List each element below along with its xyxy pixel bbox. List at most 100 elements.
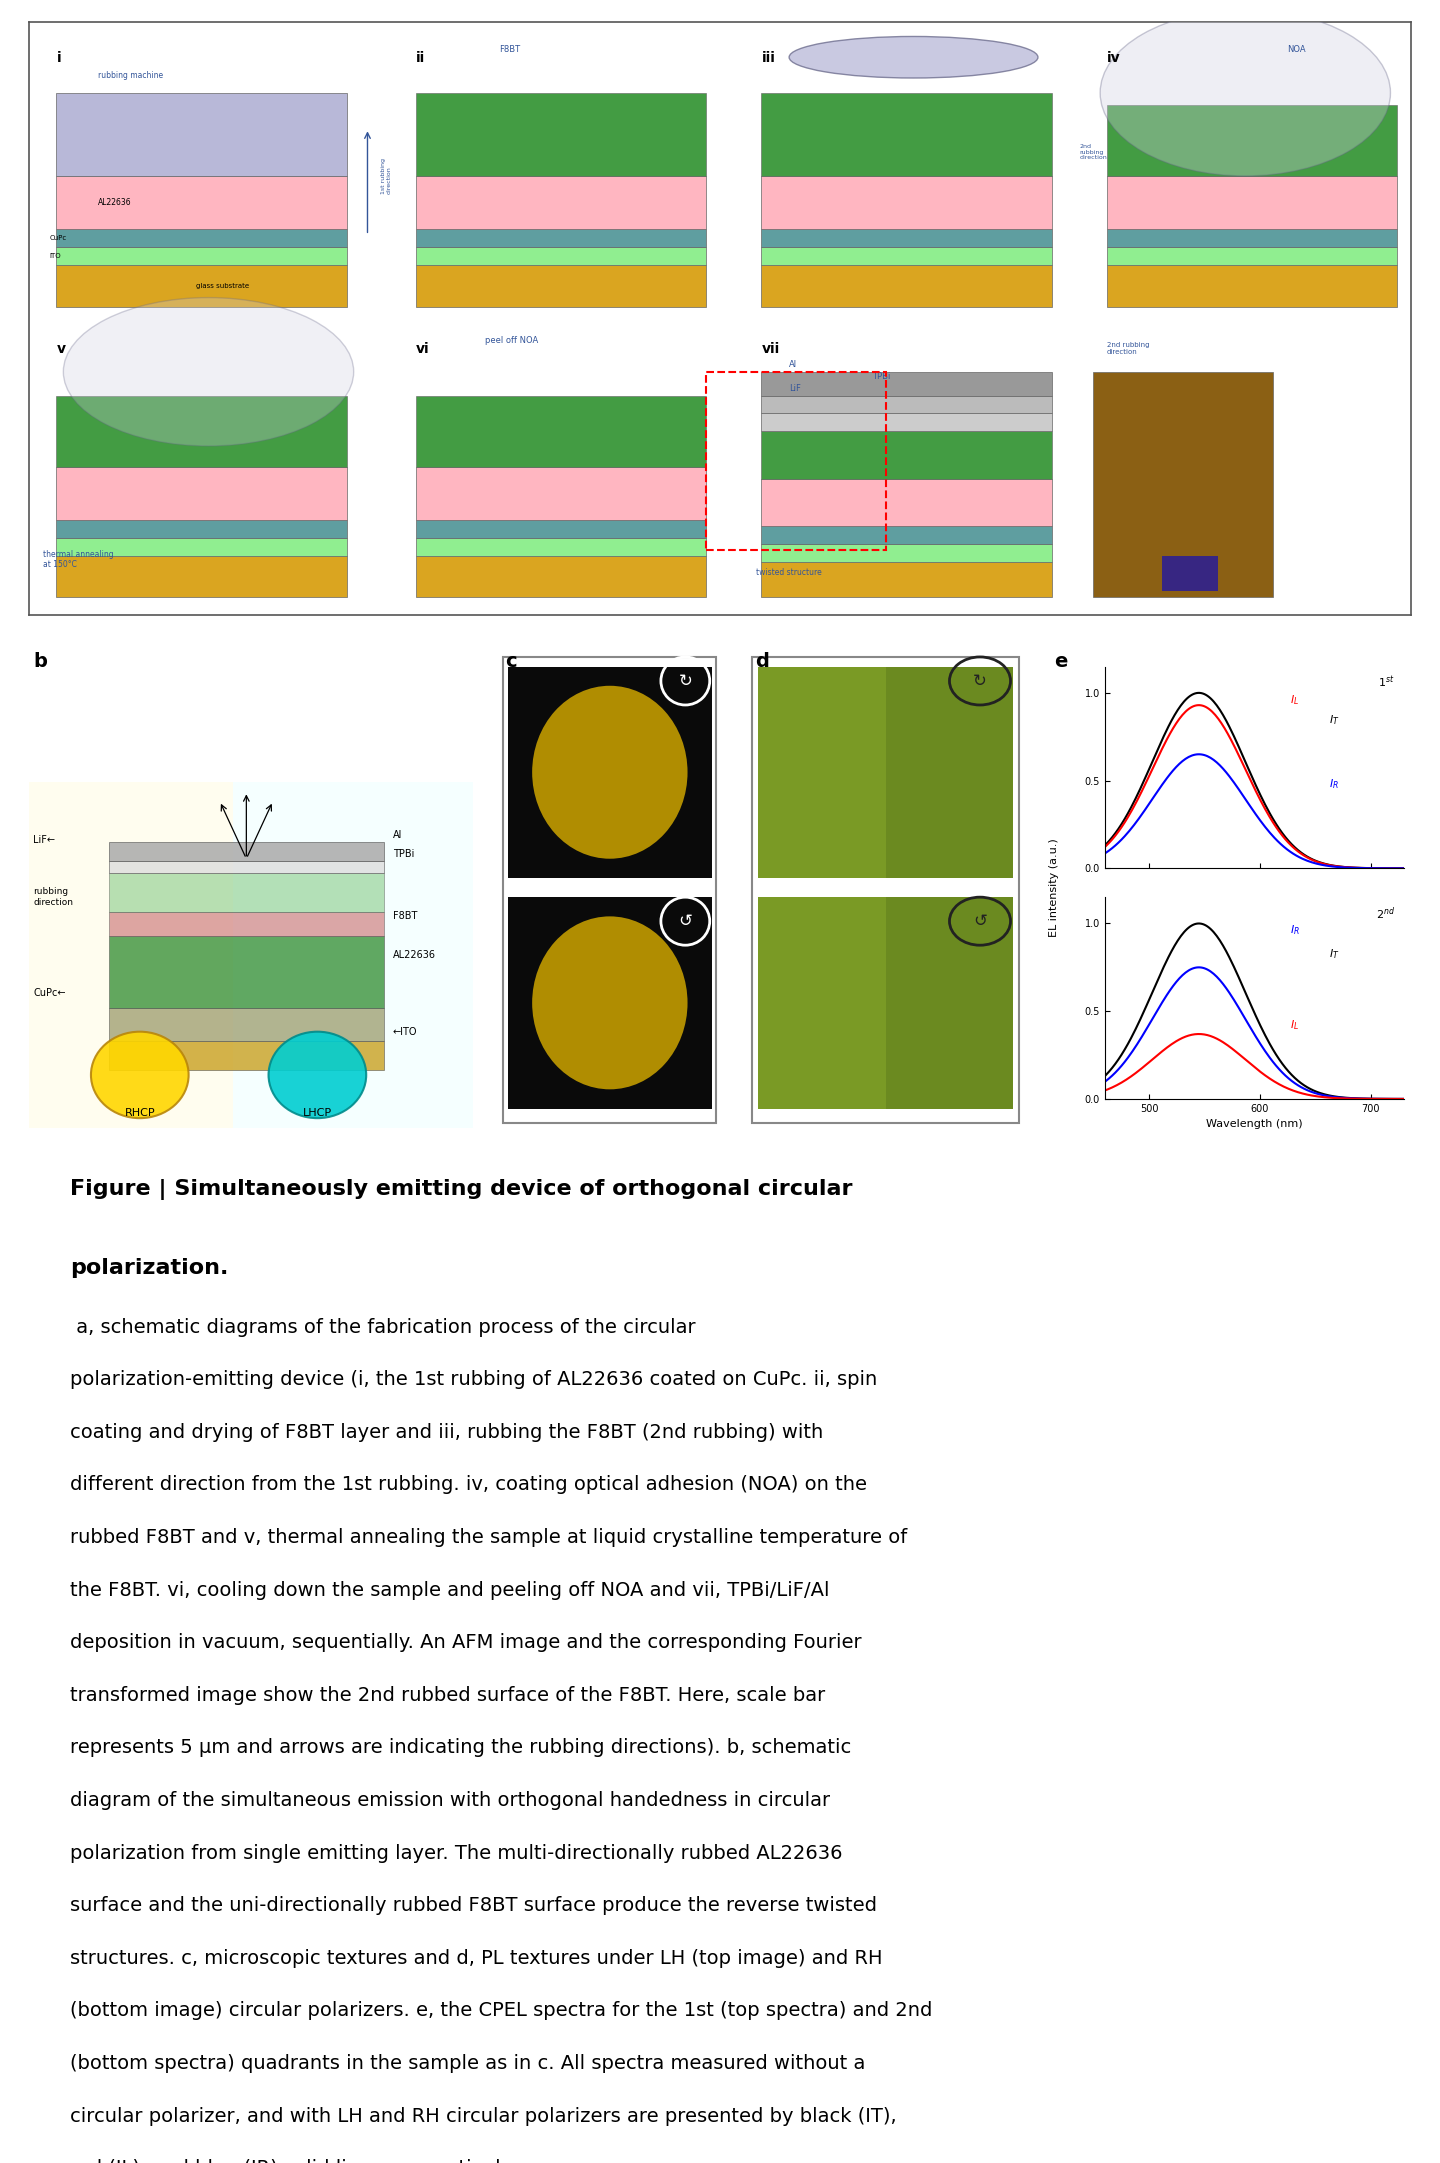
Text: F8BT: F8BT bbox=[498, 45, 520, 54]
Text: polarization.: polarization. bbox=[71, 1259, 229, 1278]
Bar bbox=[416, 467, 706, 519]
Bar bbox=[108, 1008, 384, 1040]
Bar bbox=[1107, 229, 1397, 247]
Bar bbox=[233, 781, 472, 1127]
Bar bbox=[1093, 372, 1273, 597]
Text: RHCP: RHCP bbox=[124, 1107, 156, 1118]
Bar bbox=[56, 229, 347, 247]
Text: coating and drying of F8BT layer and iii, rubbing the F8BT (2nd rubbing) with: coating and drying of F8BT layer and iii… bbox=[71, 1423, 824, 1443]
Text: rubbing
direction: rubbing direction bbox=[33, 887, 73, 906]
Text: polarization-emitting device (i, the 1st rubbing of AL22636 coated on CuPc. ii, : polarization-emitting device (i, the 1st… bbox=[71, 1369, 877, 1389]
Bar bbox=[762, 229, 1051, 247]
Text: red (IL), and blue (IR) solid lines, respectively.: red (IL), and blue (IR) solid lines, res… bbox=[71, 2159, 516, 2163]
Text: LiF←: LiF← bbox=[33, 835, 55, 844]
Text: v: v bbox=[56, 342, 65, 357]
Text: vi: vi bbox=[416, 342, 429, 357]
Text: surface and the uni-directionally rubbed F8BT surface produce the reverse twiste: surface and the uni-directionally rubbed… bbox=[71, 1897, 877, 1914]
Bar bbox=[762, 175, 1051, 229]
Bar bbox=[56, 264, 347, 307]
Text: CuPc: CuPc bbox=[49, 236, 66, 242]
Text: ↻: ↻ bbox=[973, 673, 986, 690]
Text: d: d bbox=[755, 651, 769, 671]
Bar bbox=[56, 519, 347, 539]
Text: glass substrate: glass substrate bbox=[196, 283, 249, 288]
Bar bbox=[56, 247, 347, 264]
Bar bbox=[416, 93, 706, 175]
Text: (bottom image) circular polarizers. e, the CPEL spectra for the 1st (top spectra: (bottom image) circular polarizers. e, t… bbox=[71, 2001, 933, 2020]
Text: the F8BT. vi, cooling down the sample and peeling off NOA and vii, TPBi/LiF/Al: the F8BT. vi, cooling down the sample an… bbox=[71, 1581, 829, 1601]
Bar bbox=[29, 781, 233, 1127]
Bar bbox=[1107, 175, 1397, 229]
Text: peel off NOA: peel off NOA bbox=[485, 335, 539, 346]
Bar bbox=[762, 562, 1051, 597]
Bar bbox=[1162, 556, 1218, 590]
Bar bbox=[416, 247, 706, 264]
Bar bbox=[762, 396, 1051, 413]
Text: different direction from the 1st rubbing. iv, coating optical adhesion (NOA) on : different direction from the 1st rubbing… bbox=[71, 1475, 867, 1495]
Text: NOA: NOA bbox=[1287, 45, 1306, 54]
Bar bbox=[108, 874, 384, 911]
Text: 1st rubbing
direction: 1st rubbing direction bbox=[382, 158, 392, 195]
Bar bbox=[416, 229, 706, 247]
Bar bbox=[762, 247, 1051, 264]
Text: TPBi: TPBi bbox=[873, 372, 890, 381]
Text: Figure | Simultaneously emitting device of orthogonal circular: Figure | Simultaneously emitting device … bbox=[71, 1179, 852, 1200]
Text: ITO: ITO bbox=[49, 253, 60, 260]
Text: rubbing machine: rubbing machine bbox=[98, 71, 163, 80]
Text: TPBi: TPBi bbox=[393, 848, 415, 859]
Bar bbox=[56, 93, 347, 175]
Bar bbox=[416, 539, 706, 556]
Text: vii: vii bbox=[762, 342, 779, 357]
Bar bbox=[508, 666, 711, 878]
Bar bbox=[56, 467, 347, 519]
Text: iii: iii bbox=[762, 52, 775, 65]
Bar bbox=[416, 175, 706, 229]
Ellipse shape bbox=[91, 1032, 189, 1118]
Bar bbox=[1107, 104, 1397, 175]
Text: 2nd rubbing
direction: 2nd rubbing direction bbox=[1107, 342, 1149, 355]
Text: represents 5 μm and arrows are indicating the rubbing directions). b, schematic: represents 5 μm and arrows are indicatin… bbox=[71, 1739, 851, 1756]
Text: deposition in vacuum, sequentially. An AFM image and the corresponding Fourier: deposition in vacuum, sequentially. An A… bbox=[71, 1633, 863, 1653]
Bar bbox=[757, 666, 1014, 878]
Bar bbox=[416, 519, 706, 539]
Text: Al: Al bbox=[789, 359, 798, 370]
Text: ↺: ↺ bbox=[973, 913, 986, 930]
Bar bbox=[416, 264, 706, 307]
Bar bbox=[757, 666, 886, 878]
Text: LiF: LiF bbox=[789, 383, 801, 394]
Text: (bottom spectra) quadrants in the sample as in c. All spectra measured without a: (bottom spectra) quadrants in the sample… bbox=[71, 2055, 865, 2072]
Bar bbox=[762, 543, 1051, 562]
Ellipse shape bbox=[268, 1032, 366, 1118]
Text: a, schematic diagrams of the fabrication process of the circular: a, schematic diagrams of the fabrication… bbox=[71, 1317, 696, 1337]
Ellipse shape bbox=[789, 37, 1038, 78]
Ellipse shape bbox=[533, 917, 687, 1090]
Bar bbox=[56, 556, 347, 597]
Bar bbox=[762, 372, 1051, 396]
Text: iv: iv bbox=[1107, 52, 1120, 65]
Bar bbox=[56, 175, 347, 229]
Bar bbox=[416, 556, 706, 597]
Text: b: b bbox=[33, 651, 48, 671]
Bar bbox=[108, 861, 384, 874]
Ellipse shape bbox=[533, 686, 687, 859]
Text: circular polarizer, and with LH and RH circular polarizers are presented by blac: circular polarizer, and with LH and RH c… bbox=[71, 2107, 897, 2126]
Bar bbox=[762, 93, 1051, 175]
Text: transformed image show the 2nd rubbed surface of the F8BT. Here, scale bar: transformed image show the 2nd rubbed su… bbox=[71, 1685, 825, 1704]
Ellipse shape bbox=[63, 298, 354, 446]
Text: e: e bbox=[1054, 651, 1067, 671]
Text: i: i bbox=[56, 52, 60, 65]
Bar bbox=[56, 539, 347, 556]
Bar bbox=[1107, 247, 1397, 264]
Text: ↺: ↺ bbox=[678, 913, 693, 930]
Text: diagram of the simultaneous emission with orthogonal handedness in circular: diagram of the simultaneous emission wit… bbox=[71, 1791, 831, 1810]
Text: Al: Al bbox=[393, 831, 402, 839]
Text: EL intensity (a.u.): EL intensity (a.u.) bbox=[1050, 839, 1058, 937]
Text: polarization from single emitting layer. The multi-directionally rubbed AL22636: polarization from single emitting layer.… bbox=[71, 1843, 842, 1862]
Ellipse shape bbox=[1100, 11, 1391, 175]
Text: twisted structure: twisted structure bbox=[756, 567, 822, 578]
Text: CuPc←: CuPc← bbox=[33, 988, 66, 999]
Text: thermal annealing
at 150°C: thermal annealing at 150°C bbox=[43, 549, 114, 569]
Text: F8BT: F8BT bbox=[393, 911, 418, 921]
Bar bbox=[416, 396, 706, 467]
Bar bbox=[757, 898, 1014, 1110]
